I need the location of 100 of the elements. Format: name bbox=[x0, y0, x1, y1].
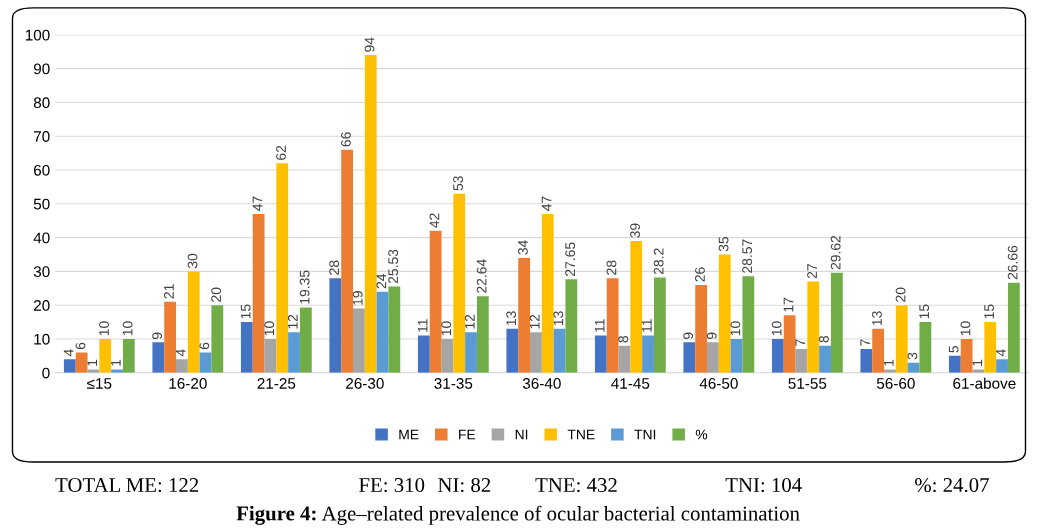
data-label: 4 bbox=[175, 349, 186, 357]
data-label: 1 bbox=[87, 359, 98, 366]
bar bbox=[919, 322, 932, 373]
bar bbox=[211, 305, 224, 373]
data-label: 10 bbox=[771, 321, 782, 336]
bar bbox=[441, 338, 454, 373]
data-label: 28 bbox=[606, 260, 617, 275]
data-label: 15 bbox=[984, 304, 994, 319]
bar bbox=[819, 345, 831, 373]
bar bbox=[164, 301, 177, 373]
bar bbox=[860, 349, 873, 373]
bar bbox=[707, 342, 719, 373]
bar bbox=[683, 342, 696, 373]
data-label: 13 bbox=[506, 311, 517, 326]
y-tick-label: 50 bbox=[33, 198, 50, 210]
bar bbox=[530, 332, 542, 373]
data-label: 9 bbox=[152, 332, 163, 339]
bar bbox=[63, 359, 76, 373]
data-label: 3 bbox=[907, 352, 918, 360]
bar bbox=[453, 193, 466, 373]
bar bbox=[996, 359, 1008, 373]
bar bbox=[199, 352, 212, 373]
data-label: 5 bbox=[948, 346, 959, 353]
data-label: 26 bbox=[695, 267, 705, 282]
bar bbox=[252, 213, 265, 373]
y-tick-label: 80 bbox=[33, 97, 50, 109]
y-tick-label: 100 bbox=[25, 29, 50, 41]
data-label: 7 bbox=[795, 339, 806, 346]
text: %: 24.07 bbox=[915, 477, 989, 493]
bar bbox=[618, 345, 631, 373]
bar bbox=[695, 284, 708, 373]
data-label: 22.64 bbox=[476, 259, 487, 293]
data-label: 27 bbox=[807, 264, 817, 279]
data-label: 42 bbox=[429, 213, 440, 228]
data-label: 26.66 bbox=[1007, 245, 1018, 280]
bar bbox=[476, 296, 489, 373]
bar bbox=[388, 286, 401, 373]
bar bbox=[807, 281, 820, 373]
bar bbox=[948, 355, 961, 373]
data-label: 11 bbox=[417, 319, 428, 332]
data-label: 47 bbox=[252, 196, 263, 211]
data-label: 35 bbox=[718, 236, 729, 252]
data-label: 10 bbox=[960, 321, 971, 336]
x-tick-label: 61-above bbox=[953, 377, 1016, 389]
bar bbox=[541, 213, 554, 373]
text: TNI: 104 bbox=[725, 477, 802, 493]
bar bbox=[187, 271, 200, 373]
data-label: 4 bbox=[996, 349, 1006, 357]
data-label: 21 bbox=[164, 284, 174, 299]
data-label: 19.35 bbox=[299, 270, 310, 304]
bar bbox=[518, 257, 531, 373]
bar bbox=[718, 254, 731, 373]
x-tick-label: 36-40 bbox=[522, 378, 561, 389]
x-tick-label: 21-25 bbox=[257, 378, 296, 389]
bar bbox=[429, 230, 442, 373]
data-label: 1 bbox=[111, 359, 121, 366]
bar bbox=[465, 332, 477, 373]
data-label: 10 bbox=[264, 321, 275, 336]
x-tick-label: ≤15 bbox=[87, 378, 112, 389]
y-tick-label: 10 bbox=[34, 333, 50, 345]
bar bbox=[795, 349, 808, 373]
data-label: 20 bbox=[211, 287, 222, 302]
data-label: 4 bbox=[63, 349, 74, 357]
bar bbox=[276, 163, 289, 373]
x-tick-label: 56-60 bbox=[876, 378, 915, 389]
legend-label: TNI bbox=[634, 429, 656, 440]
x-tick-label: 31-35 bbox=[434, 378, 473, 389]
y-tick-label: 40 bbox=[33, 232, 50, 244]
text: TOTAL ME: 122 bbox=[55, 478, 199, 493]
data-label: 47 bbox=[541, 196, 552, 211]
data-label: 10 bbox=[122, 321, 133, 336]
bar bbox=[364, 55, 377, 373]
data-label: 10 bbox=[99, 321, 109, 336]
data-label: 19 bbox=[352, 291, 363, 305]
data-label: 6 bbox=[75, 342, 86, 350]
data-label: 9 bbox=[706, 332, 717, 339]
bar bbox=[417, 335, 430, 373]
bar bbox=[329, 278, 342, 373]
bar bbox=[240, 322, 253, 373]
data-label: 12 bbox=[287, 314, 298, 329]
bar bbox=[99, 338, 112, 373]
x-tick-label: 16-20 bbox=[169, 378, 207, 389]
bar bbox=[771, 338, 784, 373]
data-label: 30 bbox=[187, 253, 198, 269]
x-tick-label: 51-55 bbox=[788, 378, 827, 389]
y-tick-label: 20 bbox=[33, 300, 50, 311]
caption: Figure 4: Age–related prevalence of ocular bacterial contamination bbox=[236, 505, 800, 525]
data-label: 62 bbox=[276, 145, 286, 160]
x-tick-label: 26-30 bbox=[346, 378, 384, 389]
data-label: 11 bbox=[642, 319, 652, 332]
bar bbox=[288, 332, 300, 373]
x-tick-label: 41-45 bbox=[611, 378, 650, 389]
bar bbox=[176, 359, 188, 373]
bar bbox=[984, 322, 997, 373]
data-label: 10 bbox=[441, 321, 452, 336]
bar bbox=[553, 328, 566, 373]
data-label: 28.57 bbox=[742, 239, 753, 273]
data-label: 7 bbox=[860, 339, 870, 346]
bar bbox=[742, 276, 755, 373]
data-label: 28 bbox=[329, 260, 340, 275]
